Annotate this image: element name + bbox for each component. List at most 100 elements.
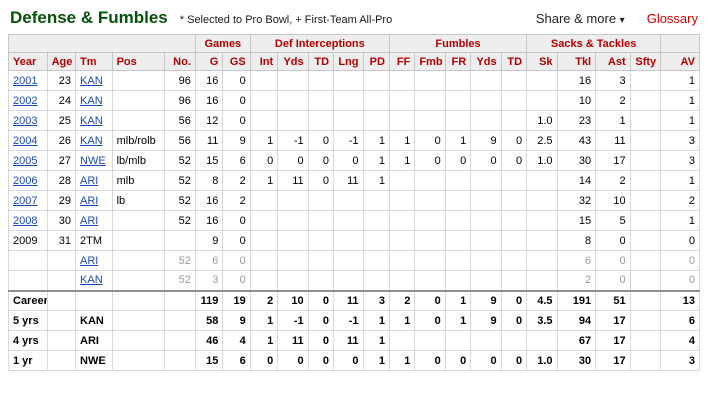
cell-td bbox=[307, 190, 335, 211]
cell-td bbox=[307, 210, 335, 231]
cell-tkl: 30 bbox=[556, 350, 597, 371]
team-link[interactable]: ARI bbox=[80, 214, 99, 227]
cell-int: 0 bbox=[249, 350, 279, 371]
cell-fmb: 0 bbox=[414, 310, 446, 331]
cell-td bbox=[500, 110, 528, 131]
team-link[interactable]: ARI bbox=[80, 194, 99, 207]
col-header-int[interactable]: Int bbox=[249, 52, 279, 71]
col-header-age[interactable]: Age bbox=[46, 52, 77, 71]
year-link[interactable]: 2003 bbox=[13, 114, 38, 127]
col-header-sfty[interactable]: Sfty bbox=[629, 52, 662, 71]
cell-sfty bbox=[629, 250, 662, 271]
cell-pd: 1 bbox=[362, 350, 390, 371]
col-header-yds[interactable]: Yds bbox=[277, 52, 309, 71]
col-header-g[interactable]: G bbox=[194, 52, 224, 71]
cell-fmb bbox=[414, 330, 446, 351]
cell-yds: -1 bbox=[277, 130, 309, 151]
cell-td bbox=[307, 90, 335, 111]
year-link[interactable]: 2004 bbox=[13, 134, 38, 147]
cell-yds: 10 bbox=[277, 289, 309, 311]
cell-pos: lb bbox=[111, 190, 166, 211]
cell-pos bbox=[111, 289, 166, 311]
year-link[interactable]: 2006 bbox=[13, 174, 38, 187]
col-header-td[interactable]: TD bbox=[500, 52, 528, 71]
cell-tm: ARI bbox=[75, 170, 113, 191]
col-header-ast[interactable]: Ast bbox=[595, 52, 631, 71]
col-header-year[interactable]: Year bbox=[8, 52, 48, 71]
season-row: KAN 52 3 0 2 0 0 bbox=[8, 270, 700, 291]
cell-pos: mlb bbox=[111, 170, 166, 191]
team-link[interactable]: KAN bbox=[80, 74, 103, 87]
cell-sk bbox=[526, 170, 558, 191]
col-header-td[interactable]: TD bbox=[307, 52, 335, 71]
team-link[interactable]: NWE bbox=[80, 154, 106, 167]
cell-fmb bbox=[414, 250, 446, 271]
team-link[interactable]: KAN bbox=[80, 134, 103, 147]
cell-td: 0 bbox=[500, 310, 528, 331]
col-header-fmb[interactable]: Fmb bbox=[414, 52, 446, 71]
col-header-tkl[interactable]: Tkl bbox=[556, 52, 597, 71]
season-row: 2004 26 KAN mlb/rolb 56 11 9 1 -1 0 -1 1 1 0 1 9 0 2.5 43 1… bbox=[8, 130, 700, 151]
cell-gs: 6 bbox=[222, 350, 251, 371]
cell-pos bbox=[111, 210, 166, 231]
col-header-pos[interactable]: Pos bbox=[111, 52, 166, 71]
cell-td: 0 bbox=[307, 289, 335, 311]
season-row: 2009 31 2TM 9 0 8 0 0 bbox=[8, 230, 700, 251]
col-header-sk[interactable]: Sk bbox=[526, 52, 558, 71]
col-header-fr[interactable]: FR bbox=[444, 52, 472, 71]
cell-fr bbox=[444, 170, 472, 191]
section-title: Defense & Fumbles bbox=[10, 8, 168, 27]
team-link[interactable]: KAN bbox=[80, 94, 103, 107]
cell-sk bbox=[526, 250, 558, 271]
year-link[interactable]: 2002 bbox=[13, 94, 38, 107]
year-link[interactable]: 2001 bbox=[13, 74, 38, 87]
cell-fr: 1 bbox=[444, 289, 472, 311]
cell-age bbox=[46, 350, 77, 371]
col-header-yds[interactable]: Yds bbox=[470, 52, 502, 71]
col-header-no[interactable]: No. bbox=[164, 52, 196, 71]
col-header-av[interactable]: AV bbox=[660, 52, 700, 71]
glossary-link[interactable]: Glossary bbox=[646, 11, 698, 26]
cell-av: 13 bbox=[660, 289, 700, 311]
year-link[interactable]: 2005 bbox=[13, 154, 38, 167]
summary-row-career: Career 119 19 2 10 0 11 3 2 0 1 9 0 4.5 191 51 13 bbox=[8, 289, 700, 311]
year-link[interactable]: 2007 bbox=[13, 194, 38, 207]
cell-tm: NWE bbox=[75, 350, 113, 371]
cell-age bbox=[46, 250, 77, 271]
cell-int bbox=[249, 110, 279, 131]
col-header-ff[interactable]: FF bbox=[388, 52, 416, 71]
cell-ast: 11 bbox=[595, 130, 631, 151]
cell-yds: 0 bbox=[277, 150, 309, 171]
cell-lng bbox=[333, 190, 364, 211]
cell-tkl: 67 bbox=[556, 330, 597, 351]
cell-ff: 1 bbox=[388, 350, 416, 371]
cell-pd: 1 bbox=[362, 170, 390, 191]
cell-gs: 9 bbox=[222, 130, 251, 151]
col-header-gs[interactable]: GS bbox=[222, 52, 251, 71]
team-link[interactable]: KAN bbox=[80, 274, 103, 287]
cell-no: 56 bbox=[164, 110, 196, 131]
cell-ff bbox=[388, 250, 416, 271]
col-header-tm[interactable]: Tm bbox=[75, 52, 113, 71]
table-head: Games Def Interceptions Fumbles Sacks & Tac… bbox=[8, 34, 700, 71]
cell-yds bbox=[470, 90, 502, 111]
cell-sk bbox=[526, 230, 558, 251]
cell-gs: 0 bbox=[222, 70, 251, 91]
team-link[interactable]: ARI bbox=[80, 174, 99, 187]
cell-lng: 0 bbox=[333, 150, 364, 171]
team-link[interactable]: KAN bbox=[80, 114, 103, 127]
cell-av: 1 bbox=[660, 110, 700, 131]
col-header-lng[interactable]: Lng bbox=[333, 52, 364, 71]
cell-av: 1 bbox=[660, 210, 700, 231]
cell-yds bbox=[470, 190, 502, 211]
cell-ff: 2 bbox=[388, 289, 416, 311]
year-link[interactable]: 2008 bbox=[13, 214, 38, 227]
cell-ast: 17 bbox=[595, 150, 631, 171]
cell-yds: 0 bbox=[470, 350, 502, 371]
cell-gs: 0 bbox=[222, 210, 251, 231]
cell-pd bbox=[362, 190, 390, 211]
team-link[interactable]: ARI bbox=[80, 254, 99, 267]
col-header-pd[interactable]: PD bbox=[362, 52, 390, 71]
cell-year: 1 yr bbox=[8, 350, 48, 371]
share-more-menu[interactable]: Share & more ▾ bbox=[536, 11, 625, 26]
